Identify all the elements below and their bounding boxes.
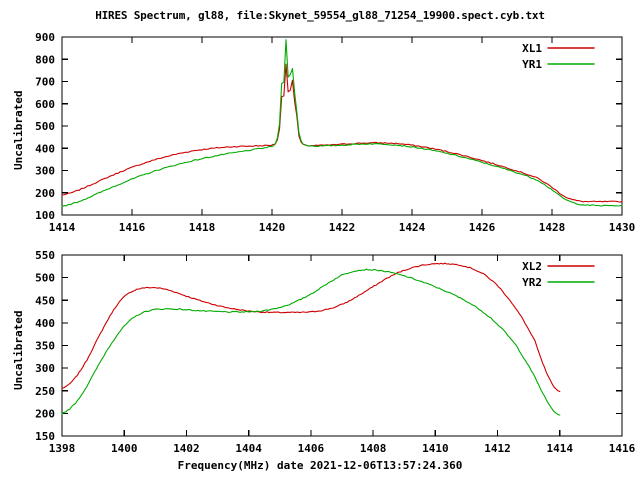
series-line-yr1 [61, 39, 623, 208]
bottom-plot-panel: 1398 1400 1402 1404 1406 1408 1410 1412 1414 1416… [35, 249, 636, 455]
page-title: HIRES Spectrum, gl88, file:Skynet_59554_… [95, 9, 545, 22]
x-tick-label: 1416 [609, 442, 636, 455]
y-tick-label: 900 [35, 31, 55, 44]
x-tick-label: 1410 [422, 442, 449, 455]
x-tick-label: 1402 [173, 442, 200, 455]
y-tick-label: 400 [35, 142, 55, 155]
legend-label-yr1: YR1 [522, 58, 542, 71]
y-tick-label: 700 [35, 76, 55, 89]
x-tick-label: 1412 [484, 442, 511, 455]
legend-label-xl2: XL2 [522, 260, 542, 273]
x-tick-label: 1414 [49, 221, 76, 234]
x-tick-label: 1404 [235, 442, 262, 455]
x-tick-label: 1398 [49, 442, 76, 455]
y-tick-label: 500 [35, 120, 55, 133]
x-tick-label: 1430 [609, 221, 636, 234]
y-tick-label: 400 [35, 317, 55, 330]
x-tick-label: 1406 [298, 442, 325, 455]
y-tick-label: 150 [35, 430, 55, 443]
x-tick-label: 1420 [259, 221, 286, 234]
y-tick-label: 300 [35, 165, 55, 178]
y-tick-label: 300 [35, 362, 55, 375]
x-tick-label: 1424 [399, 221, 426, 234]
y-tick-label: 100 [35, 209, 55, 222]
x-axis-label: Frequency(MHz) date 2021-12-06T13:57:24.… [177, 459, 463, 472]
x-tick-label: 1414 [547, 442, 574, 455]
y-tick-label: 500 [35, 272, 55, 285]
x-tick-label: 1418 [189, 221, 216, 234]
series-line-xl1 [61, 63, 623, 203]
x-tick-label: 1416 [119, 221, 146, 234]
x-tick-label: 1400 [111, 442, 138, 455]
x-tick-label: 1426 [469, 221, 496, 234]
legend-label-xl1: XL1 [522, 42, 542, 55]
y-tick-label: 200 [35, 407, 55, 420]
y-tick-label: 200 [35, 187, 55, 200]
y-tick-label: 600 [35, 98, 55, 111]
y-tick-label: 250 [35, 385, 55, 398]
x-tick-label: 1422 [329, 221, 356, 234]
x-tick-label: 1408 [360, 442, 387, 455]
top-plot-panel: 1414 1416 1418 1420 1422 1424 1426 1428 1430 100 2… [35, 31, 636, 234]
legend-label-yr2: YR2 [522, 276, 542, 289]
y-tick-label: 450 [35, 294, 55, 307]
series-line-yr2 [61, 268, 561, 416]
x-tick-label: 1428 [539, 221, 566, 234]
series-line-xl2 [61, 262, 561, 392]
y-tick-label: 800 [35, 53, 55, 66]
y-tick-label: 550 [35, 249, 55, 262]
y-tick-label: 350 [35, 340, 55, 353]
